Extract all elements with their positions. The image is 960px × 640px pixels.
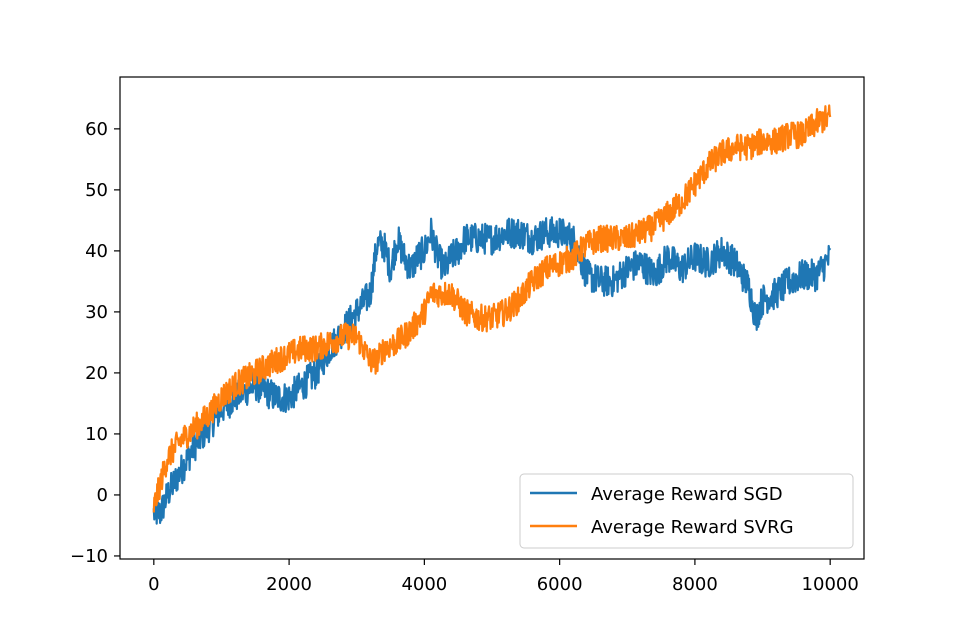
x-axis: 0 2000 4000 6000 8000 10000 <box>148 559 859 595</box>
y-tick-label: 20 <box>85 363 108 384</box>
x-tick-label: 10000 <box>802 574 859 595</box>
plot-frame <box>119 76 865 560</box>
y-tick-label: 50 <box>85 180 108 201</box>
y-tick-label: 30 <box>85 302 108 323</box>
y-tick-label: 0 <box>97 485 108 506</box>
legend-box <box>519 473 854 549</box>
x-tick-label: 4000 <box>401 574 447 595</box>
x-tick-label: 6000 <box>537 574 583 595</box>
y-tick-label: 60 <box>85 119 108 140</box>
y-tick-label: −10 <box>70 546 108 567</box>
y-tick-label: 40 <box>85 241 108 262</box>
legend: Average Reward SGD Average Reward SVRG <box>519 473 854 549</box>
x-tick-label: 0 <box>148 574 159 595</box>
x-tick-label: 8000 <box>672 574 718 595</box>
series-line-sgd <box>152 216 832 525</box>
series-layer <box>152 104 832 525</box>
legend-label-svrg: Average Reward SVRG <box>591 517 794 538</box>
legend-label-sgd: Average Reward SGD <box>591 484 783 505</box>
y-tick-label: 10 <box>85 424 108 445</box>
x-tick-label: 2000 <box>266 574 312 595</box>
series-line-svrg <box>152 104 832 513</box>
y-axis: −10 0 10 20 30 40 50 60 <box>70 119 120 567</box>
